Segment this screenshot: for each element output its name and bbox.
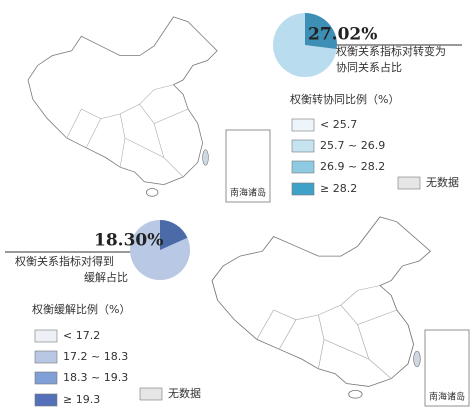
caption: 权衡关系指标对得到 — [15, 254, 114, 268]
legend-title: 权衡转协同比例（%） — [290, 92, 399, 106]
map-2 — [211, 216, 431, 399]
inset-box — [225, 129, 271, 203]
legend-swatch — [34, 393, 58, 407]
legend-label: 25.7 ~ 26.9 — [320, 139, 385, 152]
legend-label: < 25.7 — [320, 118, 357, 131]
inset-label: 南海诸岛 — [429, 391, 465, 403]
legend-swatch — [291, 182, 315, 196]
legend-swatch — [34, 371, 58, 385]
inset-label: 南海诸岛 — [230, 187, 266, 199]
pie-label: 27.02% — [308, 25, 377, 45]
inset-box — [424, 329, 470, 407]
legend-swatch — [291, 160, 315, 174]
map-1 — [27, 16, 218, 197]
legend-label: 26.9 ~ 28.2 — [320, 160, 385, 173]
legend-swatch — [397, 176, 421, 190]
legend-label: 无数据 — [426, 175, 459, 189]
legend-label: 18.3 ~ 19.3 — [63, 371, 128, 384]
legend-swatch — [34, 350, 58, 364]
caption: 缓解占比 — [84, 270, 128, 284]
legend-swatch — [139, 387, 163, 401]
legend-title: 权衡缓解比例（%） — [32, 302, 130, 316]
legend-swatch — [291, 118, 315, 132]
pie-slice — [305, 13, 338, 50]
legend-label: 无数据 — [168, 386, 201, 400]
pie-label: 18.30% — [94, 231, 163, 251]
caption: 协同关系占比 — [336, 60, 402, 74]
pie-slice — [160, 220, 188, 250]
legend-swatch — [291, 139, 315, 153]
legend-swatch — [34, 329, 58, 343]
caption: 权衡关系指标对转变为 — [336, 44, 446, 58]
legend-label: ≥ 28.2 — [320, 182, 357, 195]
legend-label: ≥ 19.3 — [63, 393, 100, 406]
legend-label: 17.2 ~ 18.3 — [63, 350, 128, 363]
legend-label: < 17.2 — [63, 329, 100, 342]
